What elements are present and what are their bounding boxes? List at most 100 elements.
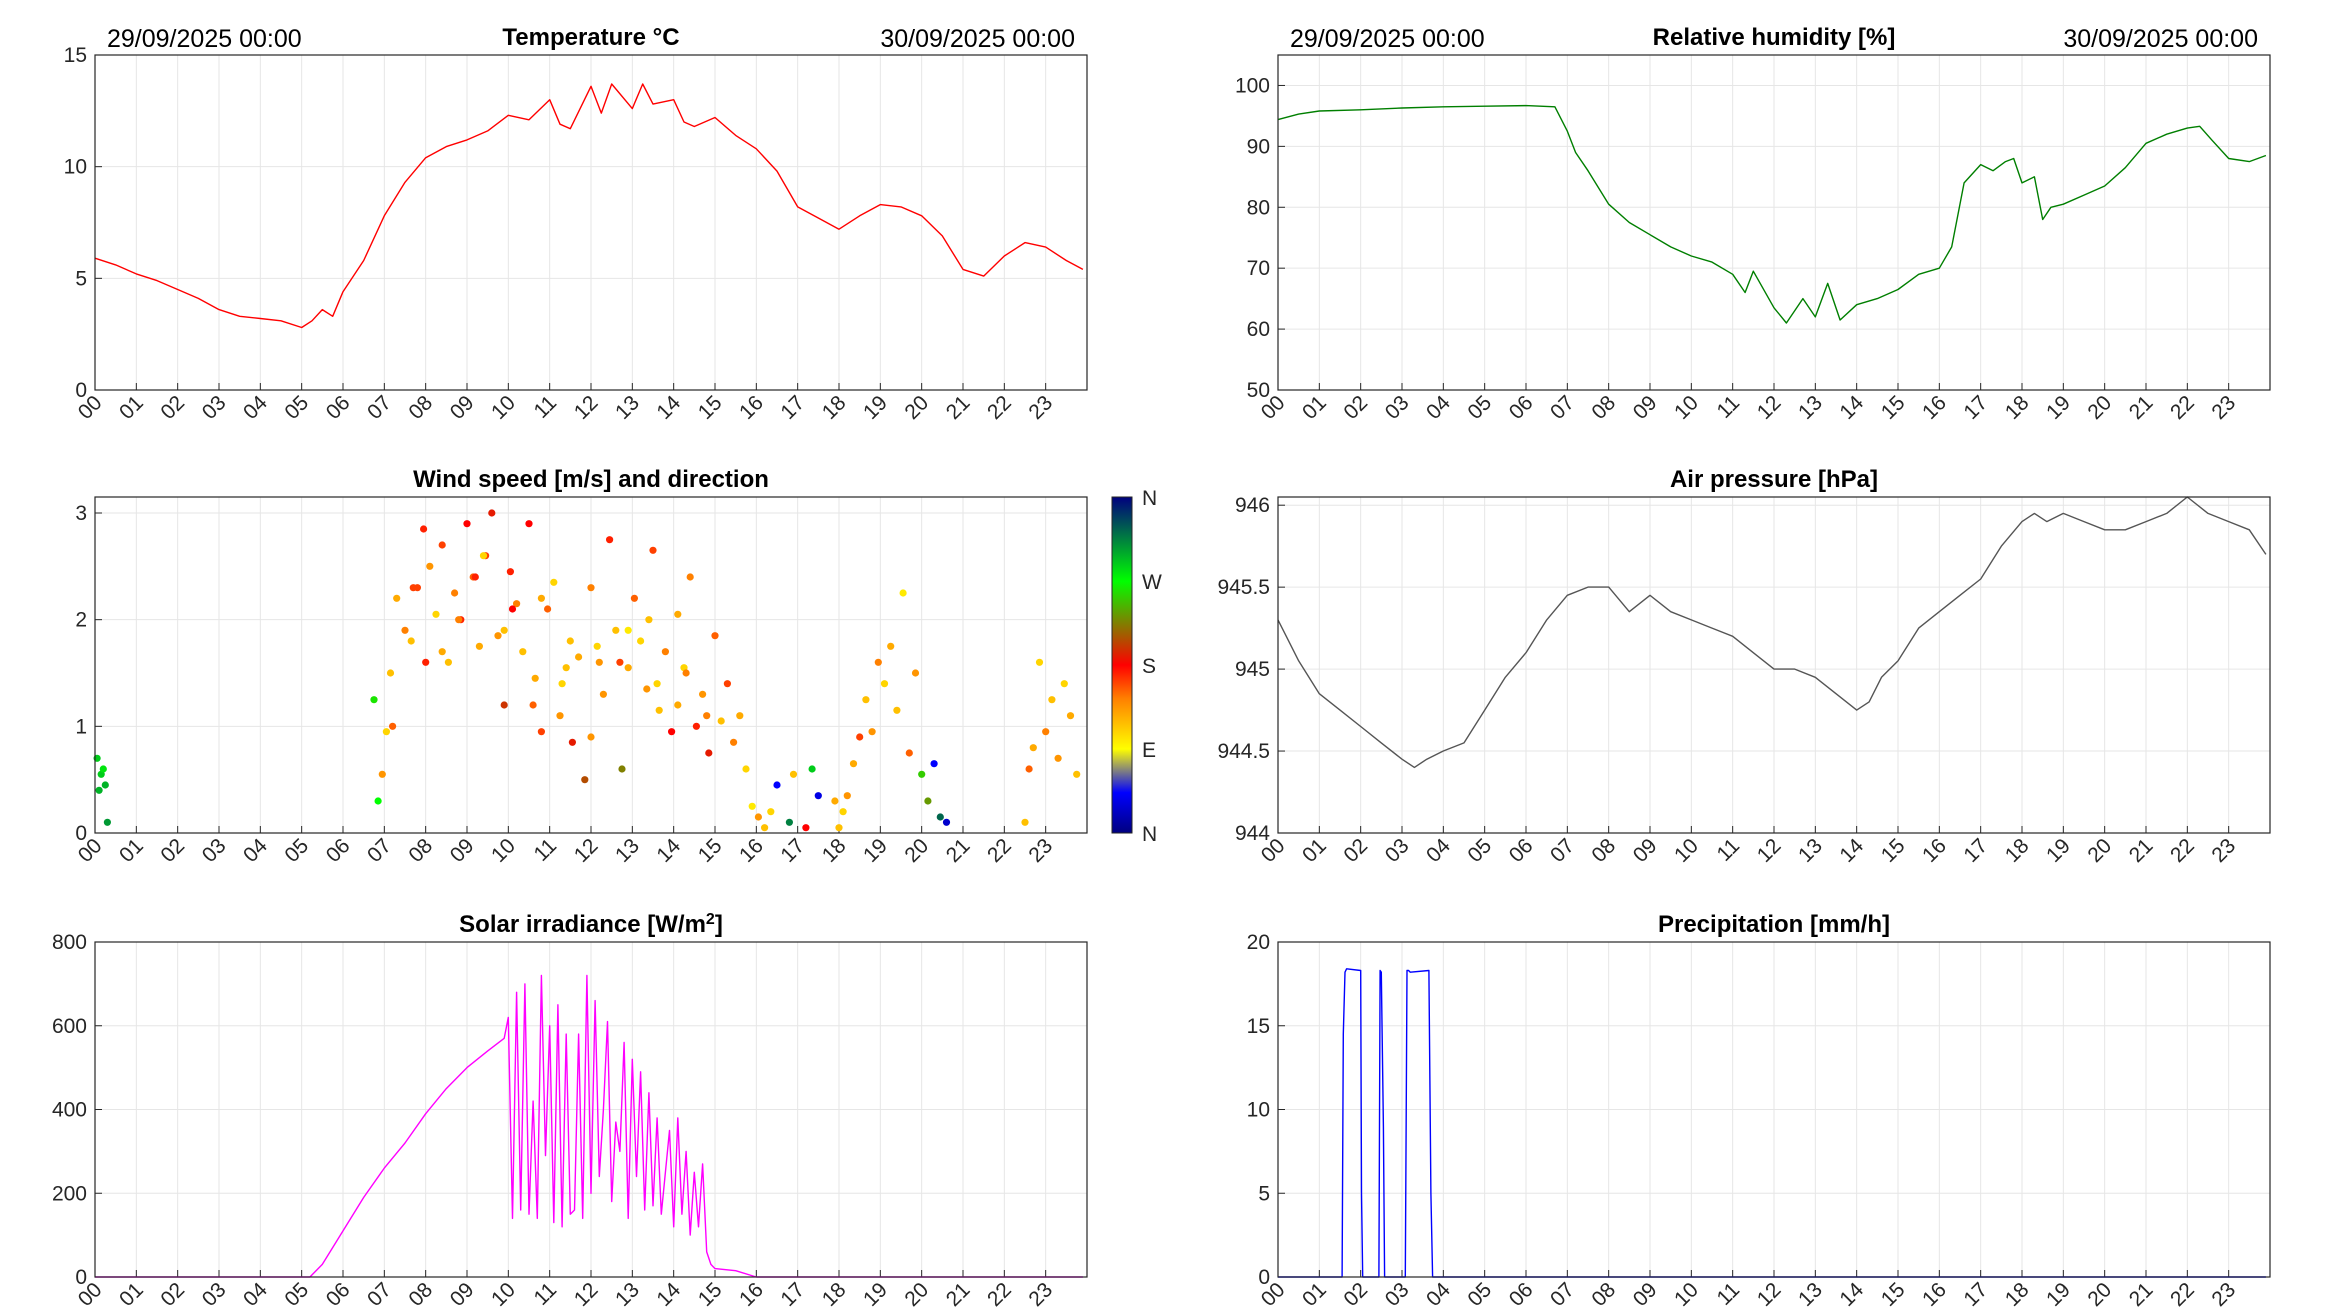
wind-xtick-label: 14: [652, 834, 685, 867]
solar-ytick-label: 0: [75, 1266, 87, 1289]
humidity-xtick-label: 21: [2125, 391, 2158, 424]
wind-point: [624, 664, 632, 672]
precipitation-xtick-label: 13: [1794, 1278, 1827, 1311]
pressure-xtick-label: 17: [1959, 834, 1992, 867]
humidity-chart: 00 01 02 03 04 05 06 07 08 09 10 11 12 13 14 15 16 17 18 19…: [1235, 24, 2271, 424]
solar-xtick-label: 14: [652, 1278, 685, 1311]
wind-point: [754, 813, 763, 821]
wind-point: [686, 573, 694, 581]
precipitation-xtick-label: 07: [1546, 1278, 1579, 1311]
wind-point: [814, 792, 822, 800]
colorbar-label-n-bottom: N: [1142, 823, 1157, 846]
temperature-xtick-label: 16: [735, 391, 768, 424]
humidity-xtick-label: 19: [2042, 391, 2075, 424]
wind-xtick-label: 07: [363, 834, 396, 867]
solar-series-line: [95, 974, 1083, 1278]
solar-xtick-label: 15: [694, 1278, 727, 1311]
pressure-ytick-label: 944: [1235, 822, 1270, 845]
wind-point: [556, 712, 564, 720]
wind-point: [519, 648, 527, 656]
temperature-xtick-label: 19: [859, 391, 892, 424]
wind-point: [918, 770, 926, 778]
wind-point: [1035, 658, 1044, 666]
solar-xtick-label: 22: [983, 1278, 1016, 1311]
humidity-xtick-label: 01: [1298, 391, 1331, 424]
precipitation-xtick-label: 23: [2207, 1278, 2240, 1311]
temperature-xtick-label: 03: [198, 391, 231, 424]
wind-point: [705, 749, 713, 757]
wind-colorbar: N W S E N: [1111, 487, 1162, 846]
wind-point: [488, 509, 496, 517]
wind-point: [899, 589, 907, 597]
wind-point: [692, 722, 701, 730]
wind-point: [475, 642, 483, 650]
temperature-xtick-label: 15: [694, 391, 727, 424]
precipitation-xtick-label: 05: [1463, 1278, 1496, 1311]
pressure-chart: 00 01 02 03 04 05 06 07 08 09 10 11 12 13 14 15 16 17 18 19…: [1217, 466, 2271, 867]
pressure-xtick-label: 12: [1753, 834, 1786, 867]
solar-xtick-label: 21: [942, 1278, 975, 1311]
humidity-xtick-label: 02: [1339, 391, 1372, 424]
wind-point: [562, 664, 570, 672]
wind-point: [389, 722, 397, 730]
pressure-xtick-label: 08: [1587, 834, 1620, 867]
precipitation-series-line: [1278, 968, 2266, 1278]
solar-xtick-label: 10: [487, 1278, 520, 1311]
wind-point: [587, 584, 595, 592]
solar-ytick-label: 800: [52, 931, 87, 954]
wind-point: [887, 642, 895, 650]
precipitation-xtick-label: 19: [2042, 1278, 2075, 1311]
temperature-xtick-label: 13: [611, 391, 644, 424]
wind-point: [513, 600, 521, 608]
solar-xtick-label: 23: [1024, 1278, 1057, 1311]
wind-xtick-label: 04: [239, 834, 272, 867]
temperature-xtick-label: 04: [239, 391, 272, 424]
pressure-series-line: [1277, 496, 2267, 769]
humidity-title: Relative humidity [%]: [1653, 24, 1896, 51]
wind-point: [856, 733, 864, 741]
humidity-axes-frame: [1277, 54, 2271, 391]
humidity-ytick-label: 80: [1247, 196, 1270, 219]
humidity-xtick-label: 16: [1918, 391, 1951, 424]
temperature-ytick-label: 5: [75, 267, 87, 290]
wind-point: [831, 797, 839, 805]
precipitation-xtick-label: 12: [1753, 1278, 1786, 1311]
humidity-ytick-label: 50: [1247, 379, 1270, 402]
wind-point: [438, 648, 446, 656]
wind-point: [606, 536, 614, 544]
wind-point: [393, 594, 401, 602]
humidity-xtick-label: 06: [1505, 391, 1538, 424]
pressure-xtick-label: 21: [2125, 834, 2158, 867]
wind-point: [599, 690, 608, 698]
solar-xtick-label: 01: [115, 1278, 148, 1311]
pressure-xtick-label: 13: [1794, 834, 1827, 867]
wind-point: [99, 765, 107, 773]
wind-point: [370, 696, 378, 704]
solar-xtick-label: 11: [530, 1278, 562, 1310]
pressure-xtick-label: 10: [1670, 834, 1703, 867]
wind-point: [103, 818, 111, 826]
colorbar-gradient: [1111, 496, 1133, 834]
solar-xtick-label: 19: [859, 1278, 892, 1311]
wind-point: [624, 626, 632, 634]
wind-point: [674, 701, 682, 709]
wind-ytick-label: 3: [75, 502, 87, 525]
wind-point: [835, 824, 843, 832]
colorbar-label-n-top: N: [1142, 487, 1157, 510]
wind-point: [529, 701, 537, 709]
temperature-xtick-label: 11: [530, 391, 562, 423]
solar-xtick-label: 13: [611, 1278, 644, 1311]
wind-point: [880, 680, 889, 688]
wind-point: [930, 760, 938, 768]
precipitation-xtick-label: 06: [1505, 1278, 1538, 1311]
temperature-end-date: 30/09/2025 00:00: [880, 25, 1075, 53]
temperature-xtick-label: 21: [942, 391, 975, 424]
pressure-xtick-label: 22: [2166, 834, 2199, 867]
wind-point: [374, 797, 382, 805]
humidity-xtick-label: 14: [1835, 391, 1868, 424]
wind-point: [767, 808, 775, 816]
humidity-xtick-label: 10: [1670, 391, 1703, 424]
solar-xtick-label: 09: [446, 1278, 479, 1311]
wind-xtick-label: 23: [1024, 834, 1057, 867]
